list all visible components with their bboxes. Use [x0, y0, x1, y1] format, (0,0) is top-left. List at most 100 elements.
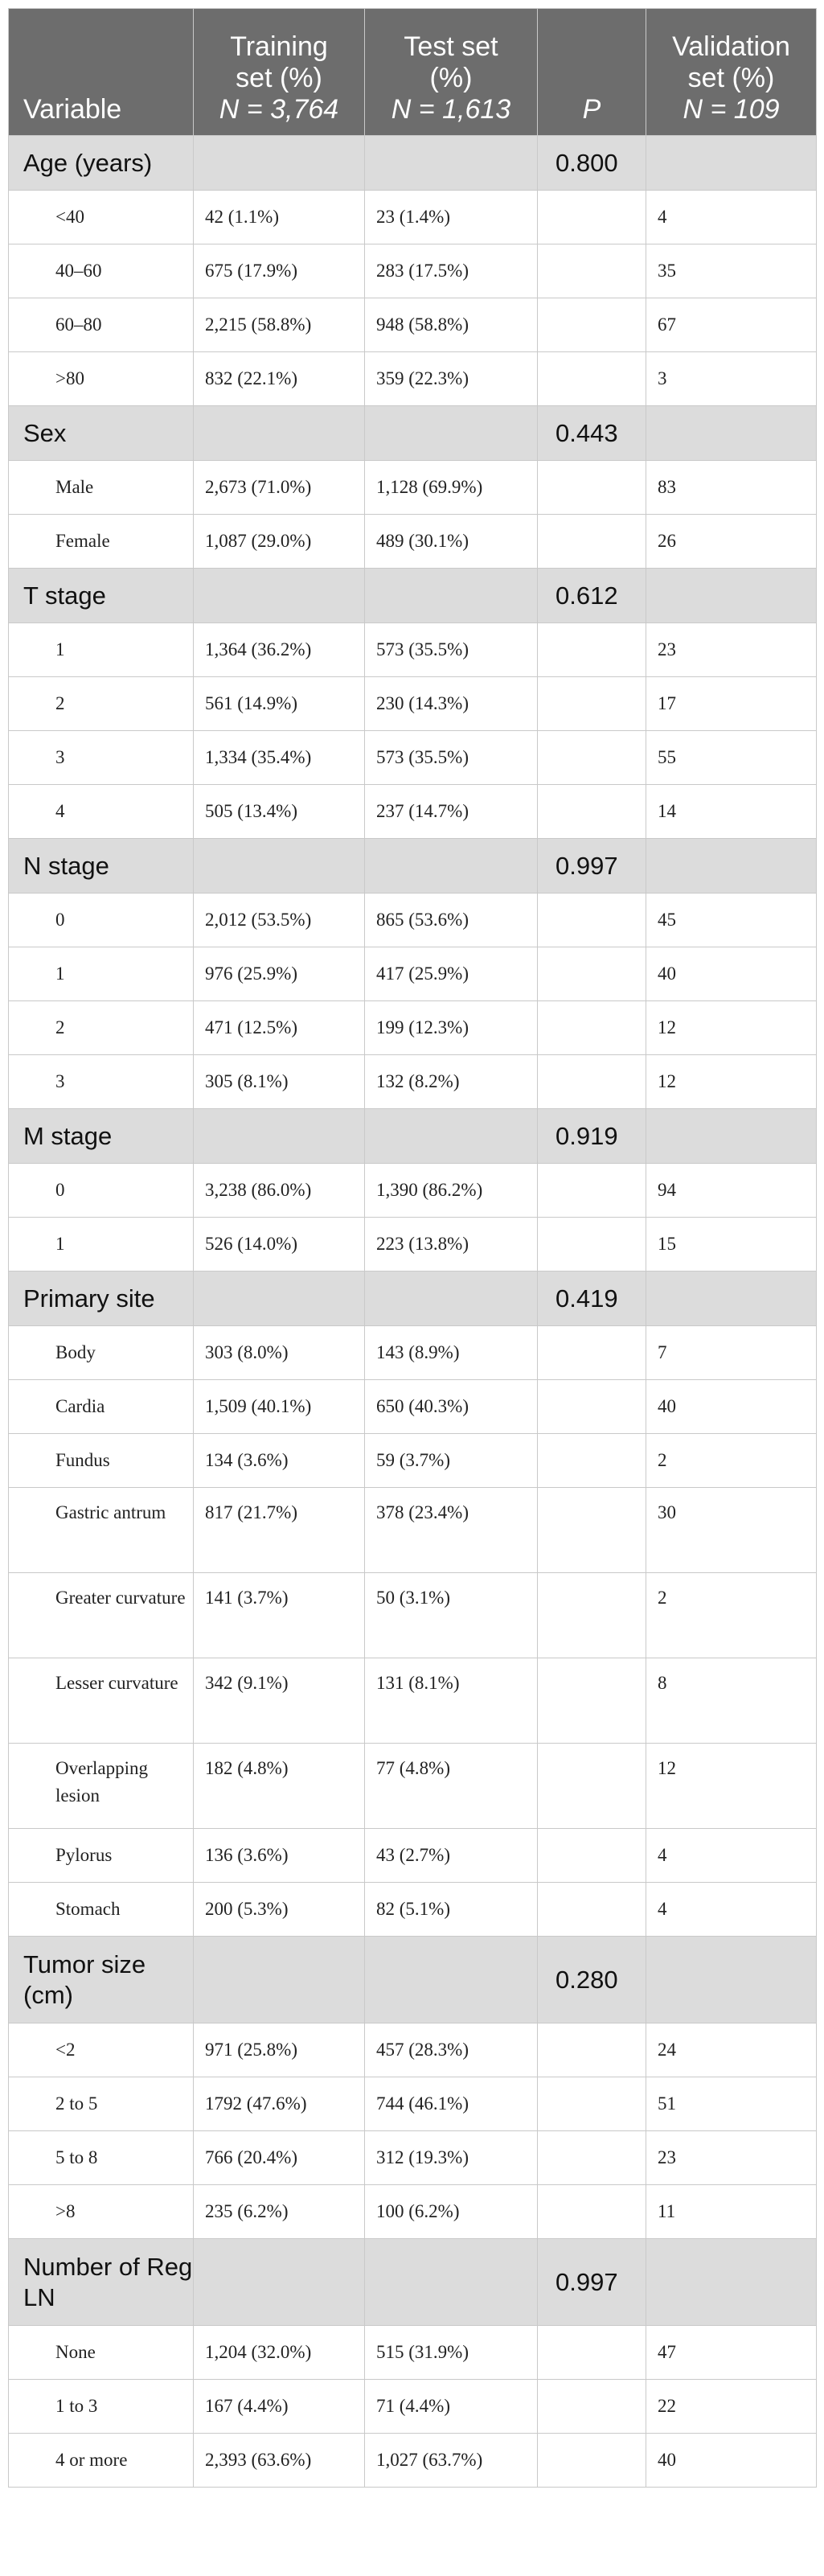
row-label: 5 to 8 [8, 2130, 194, 2185]
training-cell: 675 (17.9%) [193, 244, 365, 298]
test-cell: 378 (23.4%) [364, 1487, 538, 1573]
table-row: 2 471 (12.5%) 199 (12.3%) 12 [8, 1000, 817, 1055]
validation-cell: 23 [646, 2130, 817, 2185]
row-label: Gastric antrum [8, 1487, 194, 1573]
validation-cell: 47 [646, 2325, 817, 2380]
training-cell: 141 (3.7%) [193, 1572, 365, 1658]
table-row: 60–80 2,215 (58.8%) 948 (58.8%) 67 [8, 298, 817, 352]
table-row: 2 561 (14.9%) 230 (14.3%) 17 [8, 676, 817, 731]
test-cell: 283 (17.5%) [364, 244, 538, 298]
p-value: 0.280 [537, 1936, 646, 2023]
group-label: Age (years) [8, 135, 194, 191]
validation-cell: 4 [646, 190, 817, 244]
table-row: Overlapping lesion 182 (4.8%) 77 (4.8%) … [8, 1743, 817, 1829]
test-cell: 50 (3.1%) [364, 1572, 538, 1658]
test-cell: 23 (1.4%) [364, 190, 538, 244]
group-row-age: Age (years) 0.800 [8, 135, 817, 191]
validation-cell: 30 [646, 1487, 817, 1573]
group-row-primary-site: Primary site 0.419 [8, 1271, 817, 1326]
test-cell: 71 (4.4%) [364, 2379, 538, 2434]
p-value: 0.800 [537, 135, 646, 191]
group-row-sex: Sex 0.443 [8, 405, 817, 461]
table-row: Pylorus 136 (3.6%) 43 (2.7%) 4 [8, 1828, 817, 1883]
row-label: 3 [8, 730, 194, 785]
header-p-value: P [537, 8, 646, 136]
characteristics-table: Variable Training set (%) N = 3,764 Test… [8, 8, 817, 2488]
test-cell: 457 (28.3%) [364, 2023, 538, 2077]
validation-cell: 35 [646, 244, 817, 298]
row-label: 1 [8, 1217, 194, 1272]
training-cell: 1,334 (35.4%) [193, 730, 365, 785]
table-row: >8 235 (6.2%) 100 (6.2%) 11 [8, 2184, 817, 2239]
group-row-reg-ln: Number of Reg LN 0.997 [8, 2238, 817, 2326]
group-label: Number of Reg LN [8, 2238, 194, 2326]
test-cell: 143 (8.9%) [364, 1325, 538, 1380]
p-value: 0.612 [537, 568, 646, 623]
test-cell: 417 (25.9%) [364, 947, 538, 1001]
validation-cell: 11 [646, 2184, 817, 2239]
test-cell: 223 (13.8%) [364, 1217, 538, 1272]
table-row: Male 2,673 (71.0%) 1,128 (69.9%) 83 [8, 460, 817, 515]
validation-cell: 7 [646, 1325, 817, 1380]
table-row: 2 to 5 1792 (47.6%) 744 (46.1%) 51 [8, 2077, 817, 2131]
training-cell: 1,509 (40.1%) [193, 1379, 365, 1434]
training-cell: 134 (3.6%) [193, 1433, 365, 1488]
test-cell: 744 (46.1%) [364, 2077, 538, 2131]
training-cell: 200 (5.3%) [193, 1882, 365, 1937]
group-row-n-stage: N stage 0.997 [8, 838, 817, 894]
table-row: <2 971 (25.8%) 457 (28.3%) 24 [8, 2023, 817, 2077]
training-cell: 817 (21.7%) [193, 1487, 365, 1573]
row-label: <40 [8, 190, 194, 244]
table-header-row: Variable Training set (%) N = 3,764 Test… [8, 8, 817, 136]
training-cell: 971 (25.8%) [193, 2023, 365, 2077]
table-row: 1 526 (14.0%) 223 (13.8%) 15 [8, 1217, 817, 1272]
table-row: Fundus 134 (3.6%) 59 (3.7%) 2 [8, 1433, 817, 1488]
test-cell: 312 (19.3%) [364, 2130, 538, 2185]
row-label: 4 or more [8, 2433, 194, 2488]
test-cell: 1,027 (63.7%) [364, 2433, 538, 2488]
training-cell: 2,673 (71.0%) [193, 460, 365, 515]
validation-cell: 45 [646, 893, 817, 947]
test-cell: 1,390 (86.2%) [364, 1163, 538, 1218]
group-row-tumor-size: Tumor size (cm) 0.280 [8, 1936, 817, 2023]
table-row: 1 976 (25.9%) 417 (25.9%) 40 [8, 947, 817, 1001]
training-cell: 235 (6.2%) [193, 2184, 365, 2239]
row-label: Stomach [8, 1882, 194, 1937]
row-label: Cardia [8, 1379, 194, 1434]
p-value: 0.919 [537, 1108, 646, 1164]
validation-cell: 23 [646, 622, 817, 677]
table-row: None 1,204 (32.0%) 515 (31.9%) 47 [8, 2325, 817, 2380]
row-label: 2 [8, 1000, 194, 1055]
table-row: 4 or more 2,393 (63.6%) 1,027 (63.7%) 40 [8, 2433, 817, 2488]
training-cell: 1,204 (32.0%) [193, 2325, 365, 2380]
p-value: 0.997 [537, 2238, 646, 2326]
header-variable: Variable [8, 8, 194, 136]
training-cell: 1792 (47.6%) [193, 2077, 365, 2131]
validation-cell: 12 [646, 1054, 817, 1109]
training-cell: 2,215 (58.8%) [193, 298, 365, 352]
row-label: Male [8, 460, 194, 515]
training-cell: 1,364 (36.2%) [193, 622, 365, 677]
training-cell: 561 (14.9%) [193, 676, 365, 731]
training-cell: 167 (4.4%) [193, 2379, 365, 2434]
training-cell: 471 (12.5%) [193, 1000, 365, 1055]
row-label: 0 [8, 893, 194, 947]
table-row: 5 to 8 766 (20.4%) 312 (19.3%) 23 [8, 2130, 817, 2185]
training-cell: 526 (14.0%) [193, 1217, 365, 1272]
test-cell: 59 (3.7%) [364, 1433, 538, 1488]
row-label: 3 [8, 1054, 194, 1109]
training-cell: 303 (8.0%) [193, 1325, 365, 1380]
row-label: Body [8, 1325, 194, 1380]
validation-cell: 26 [646, 514, 817, 569]
table-row: Cardia 1,509 (40.1%) 650 (40.3%) 40 [8, 1379, 817, 1434]
group-row-m-stage: M stage 0.919 [8, 1108, 817, 1164]
row-label: 1 [8, 947, 194, 1001]
table-row: Body 303 (8.0%) 143 (8.9%) 7 [8, 1325, 817, 1380]
group-row-t-stage: T stage 0.612 [8, 568, 817, 623]
header-validation-set: Validation set (%) N = 109 [646, 8, 817, 136]
test-cell: 82 (5.1%) [364, 1882, 538, 1937]
group-label: Sex [8, 405, 194, 461]
validation-cell: 4 [646, 1882, 817, 1937]
training-cell: 2,393 (63.6%) [193, 2433, 365, 2488]
table-row: 0 2,012 (53.5%) 865 (53.6%) 45 [8, 893, 817, 947]
